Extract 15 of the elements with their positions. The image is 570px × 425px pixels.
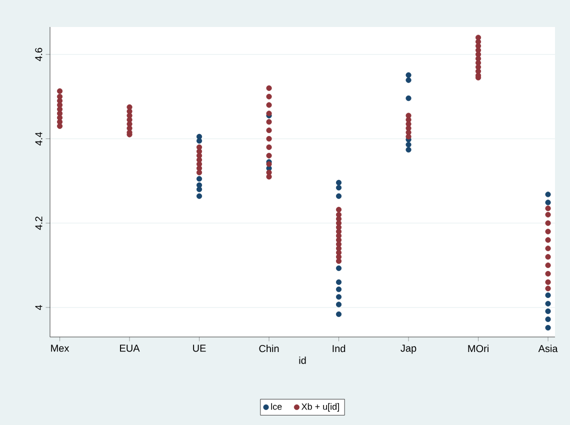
x-tick-label: EUA (120, 344, 140, 352)
legend-label: Xb + u[id] (302, 403, 339, 412)
y-tick-label: 4 (35, 304, 42, 310)
y-tick-label: 4.4 (35, 132, 42, 146)
y-tick-label: 4.6 (35, 48, 42, 62)
x-tick-label: UE (193, 344, 206, 352)
x-tick-label: MOri (468, 344, 488, 352)
y-tick-label: 4.2 (35, 216, 42, 230)
x-axis-title: id (299, 356, 306, 364)
x-tick-label: Jap (400, 344, 416, 354)
legend-label: lce (271, 403, 282, 410)
x-tick-label: Mex (51, 344, 70, 352)
x-tick-label: Asia (538, 344, 558, 352)
x-tick-label: Ind (332, 344, 346, 352)
x-tick-label: Chin (259, 344, 279, 352)
